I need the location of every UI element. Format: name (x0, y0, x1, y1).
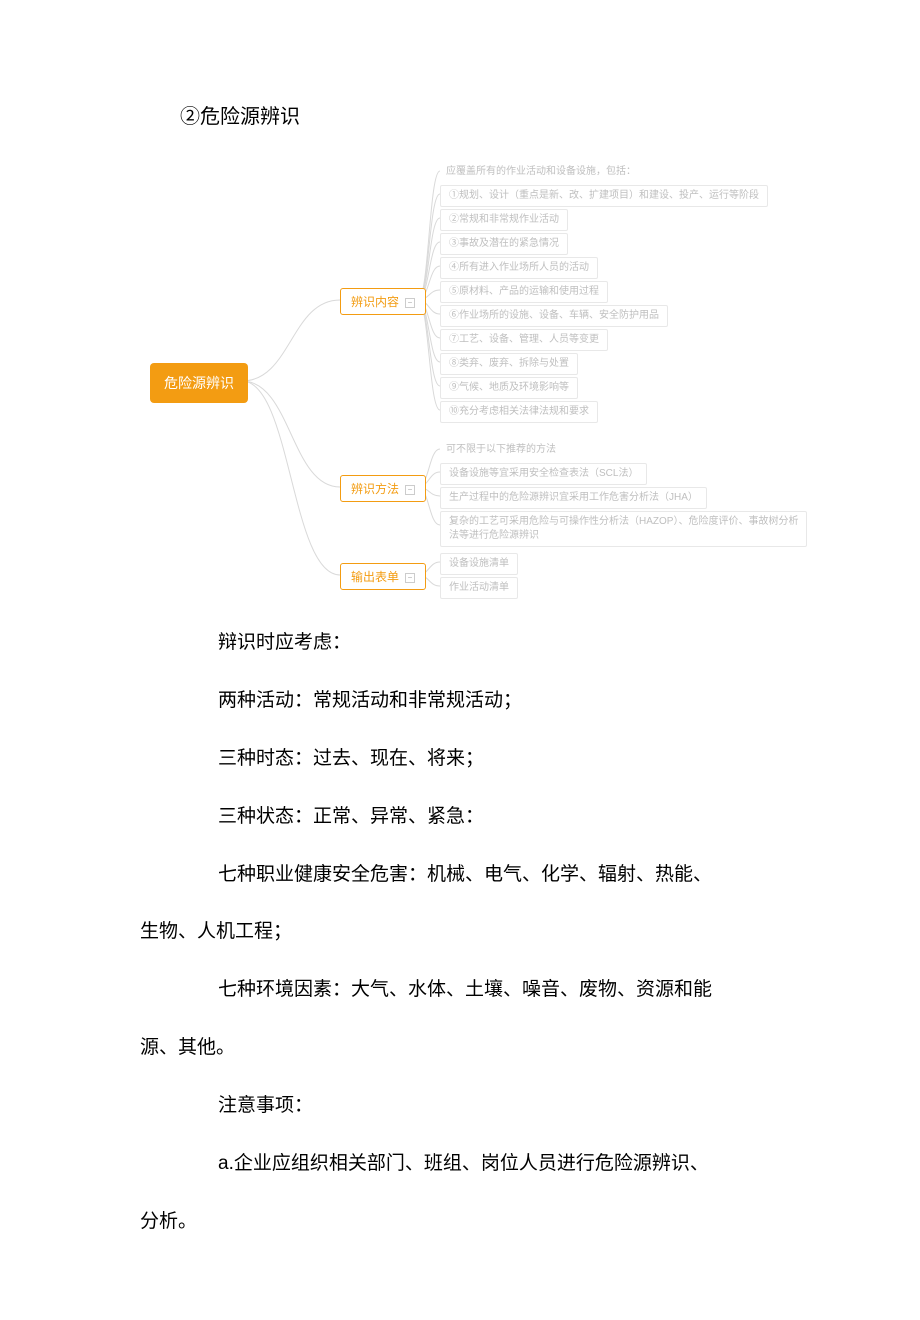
mindmap-branch: 辨识内容− (340, 288, 426, 315)
collapse-icon: − (405, 298, 415, 308)
mindmap-leaf: 复杂的工艺可采用危险与可操作性分析法（HAZOP）、危险度评价、事故树分析 法等… (440, 511, 807, 547)
body-paragraph: 分析。 (140, 1202, 820, 1242)
collapse-icon: − (405, 573, 415, 583)
mindmap-leaf: ④所有进入作业场所人员的活动 (440, 257, 598, 279)
mindmap-leaf: ②常规和非常规作业活动 (440, 209, 568, 231)
mindmap-leaf: ③事故及潜在的紧急情况 (440, 233, 568, 255)
body-paragraph: 生物、人机工程； (140, 912, 820, 952)
mindmap-leaf: 作业活动清单 (440, 577, 518, 599)
mindmap-leaf: 生产过程中的危险源辨识宜采用工作危害分析法（JHA） (440, 487, 707, 509)
mindmap-leaf-header: 应覆盖所有的作业活动和设备设施，包括： (440, 163, 642, 181)
mindmap-leaf: 设备设施清单 (440, 553, 518, 575)
mindmap-root: 危险源辨识 (150, 363, 248, 403)
body-paragraph: 三种时态：过去、现在、将来； (180, 739, 820, 779)
body-paragraph: 辩识时应考虑： (180, 623, 820, 663)
body-paragraph: 源、其他。 (140, 1028, 820, 1068)
mindmap-leaf: 设备设施等宜采用安全检查表法（SCL法） (440, 463, 647, 485)
body-paragraph: 注意事项： (180, 1086, 820, 1126)
mindmap-leaf: ⑤原材料、产品的运输和使用过程 (440, 281, 608, 303)
document-page: ②危险源辨识 危险源辨识辨识内容−应覆盖所有的作业活动和设备设施，包括：①规划、… (0, 0, 920, 1320)
body-paragraph: 两种活动：常规活动和非常规活动； (180, 681, 820, 721)
body-paragraph: 三种状态：正常、异常、紧急： (180, 797, 820, 837)
body-text: 辩识时应考虑： 两种活动：常规活动和非常规活动； 三种时态：过去、现在、将来； 三种状… (180, 623, 820, 1242)
mindmap-diagram: 危险源辨识辨识内容−应覆盖所有的作业活动和设备设施，包括：①规划、设计（重点是新… (120, 153, 880, 593)
body-paragraph: 七种环境因素：大气、水体、土壤、噪音、废物、资源和能 (180, 970, 820, 1010)
section-heading: ②危险源辨识 (180, 100, 860, 129)
branch-label: 辨识方法 (351, 482, 399, 496)
body-paragraph: 七种职业健康安全危害：机械、电气、化学、辐射、热能、 (180, 855, 820, 895)
branch-label: 辨识内容 (351, 295, 399, 309)
mindmap-leaf: ⑥作业场所的设施、设备、车辆、安全防护用品 (440, 305, 668, 327)
mindmap-leaf: ⑦工艺、设备、管理、人员等变更 (440, 329, 608, 351)
mindmap-leaf: ⑩充分考虑相关法律法规和要求 (440, 401, 598, 423)
collapse-icon: − (405, 485, 415, 495)
mindmap-leaf: ⑨气候、地质及环境影响等 (440, 377, 578, 399)
mindmap-branch: 输出表单− (340, 563, 426, 590)
mindmap-leaf: ⑧类弃、废弃、拆除与处置 (440, 353, 578, 375)
mindmap-leaf-header: 可不限于以下推荐的方法 (440, 441, 562, 459)
mindmap-leaf: ①规划、设计（重点是新、改、扩建项目）和建设、投产、运行等阶段 (440, 185, 768, 207)
body-paragraph: a.企业应组织相关部门、班组、岗位人员进行危险源辨识、 (180, 1144, 820, 1184)
branch-label: 输出表单 (351, 570, 399, 584)
mindmap-branch: 辨识方法− (340, 475, 426, 502)
